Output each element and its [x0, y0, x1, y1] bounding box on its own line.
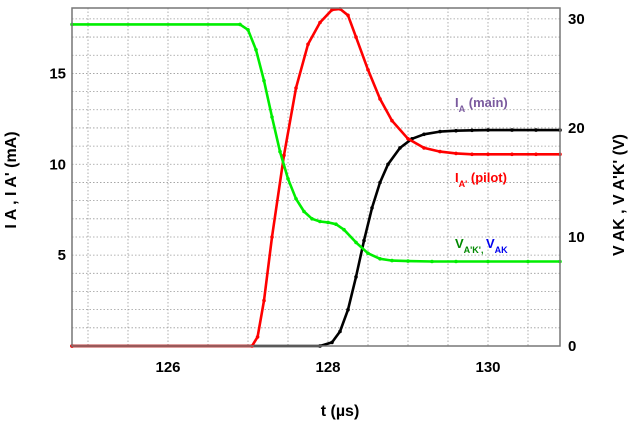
annotation-part: I: [455, 170, 459, 185]
data-point: [246, 28, 250, 32]
data-point: [270, 115, 274, 119]
data-point: [238, 22, 242, 27]
y2-tick-label: 0: [568, 338, 576, 355]
data-point: [430, 259, 434, 264]
data-point: [334, 222, 338, 226]
y-tick-label: 5: [58, 247, 66, 264]
data-point: [470, 152, 474, 157]
data-point: [262, 78, 266, 83]
tick-labels: 126 128 130 5 10 15 0 10 20 30: [49, 11, 584, 376]
data-point: [370, 206, 374, 210]
data-point: [406, 259, 410, 263]
data-point: [338, 329, 342, 334]
annotation-part: A: [459, 104, 466, 114]
annotation-part: V: [455, 236, 464, 251]
data-point: [270, 235, 274, 239]
data-point: [534, 128, 538, 132]
data-point: [386, 162, 390, 167]
y-axis-label: I A , I A' (mA): [3, 131, 20, 228]
data-point: [354, 275, 358, 279]
data-point: [390, 118, 394, 123]
data-point: [330, 8, 334, 12]
data-point: [366, 251, 370, 256]
data-point: [282, 153, 286, 157]
data-point: [438, 129, 442, 134]
data-point: [510, 128, 514, 132]
data-point: [302, 209, 306, 214]
data-point: [306, 42, 310, 47]
y-tick-label: 15: [49, 65, 66, 82]
data-point: [406, 137, 410, 141]
data-point: [318, 219, 322, 224]
x-tick-label: 130: [475, 359, 500, 376]
data-point: [438, 149, 442, 154]
annotation-red-curve: IA' (pilot): [455, 170, 507, 189]
data-point: [366, 68, 370, 72]
y2-tick-label: 20: [568, 120, 585, 137]
data-point: [454, 259, 458, 264]
annotations: IA (main) IA' (pilot) VA'K', VAK: [455, 95, 508, 255]
annotation-part: AK: [495, 245, 508, 255]
data-point: [354, 240, 358, 245]
data-point: [390, 258, 394, 263]
data-point: [378, 97, 382, 101]
data-point: [342, 227, 346, 232]
data-point: [534, 152, 538, 157]
data-point: [262, 298, 266, 303]
data-point: [422, 146, 426, 150]
data-point: [286, 177, 290, 181]
x-tick-label: 128: [315, 359, 340, 376]
annotation-part: A'K',: [464, 245, 486, 255]
y-tick-label: 10: [49, 156, 66, 173]
data-point: [346, 13, 350, 18]
y2-axis-label: V AK , V A'K' (V): [611, 134, 628, 256]
data-point: [486, 259, 490, 264]
data-point: [486, 128, 490, 132]
data-point: [346, 307, 350, 312]
data-point: [510, 152, 514, 157]
data-point: [330, 340, 334, 345]
data-point: [255, 335, 260, 339]
x-axis-label: t (µs): [321, 403, 360, 420]
data-point: [454, 128, 458, 133]
data-point: [354, 35, 358, 39]
annotation-black-curve: IA (main): [455, 95, 508, 114]
data-point: [526, 259, 530, 264]
annotation-part: I: [455, 95, 459, 110]
data-point: [310, 217, 314, 221]
data-point: [378, 257, 382, 261]
annotation-part: A': [459, 179, 468, 189]
data-point: [362, 238, 366, 243]
plot-frame: [71, 7, 561, 347]
data-point: [254, 48, 258, 52]
data-point: [294, 86, 298, 90]
annotation-part: (main): [465, 95, 508, 110]
series-line-green-curve: [72, 23, 560, 263]
grid: [72, 8, 560, 346]
x-tick-label: 126: [155, 359, 180, 376]
annotation-part: V: [486, 236, 495, 251]
y2-tick-label: 30: [568, 11, 585, 28]
data-point: [470, 128, 474, 133]
series-line-black-curve: [72, 128, 560, 348]
data-point: [486, 152, 490, 157]
annotation-green-curve: VA'K', VAK: [455, 236, 508, 255]
y2-tick-label: 10: [568, 229, 585, 246]
data-point: [318, 20, 322, 25]
data-point: [294, 197, 298, 201]
data-point: [278, 149, 282, 154]
data-point: [378, 180, 382, 185]
data-point: [398, 146, 402, 150]
data-point: [422, 132, 426, 137]
data-point: [326, 220, 330, 225]
annotation-part: (pilot): [467, 170, 507, 185]
data-point: [454, 151, 458, 156]
